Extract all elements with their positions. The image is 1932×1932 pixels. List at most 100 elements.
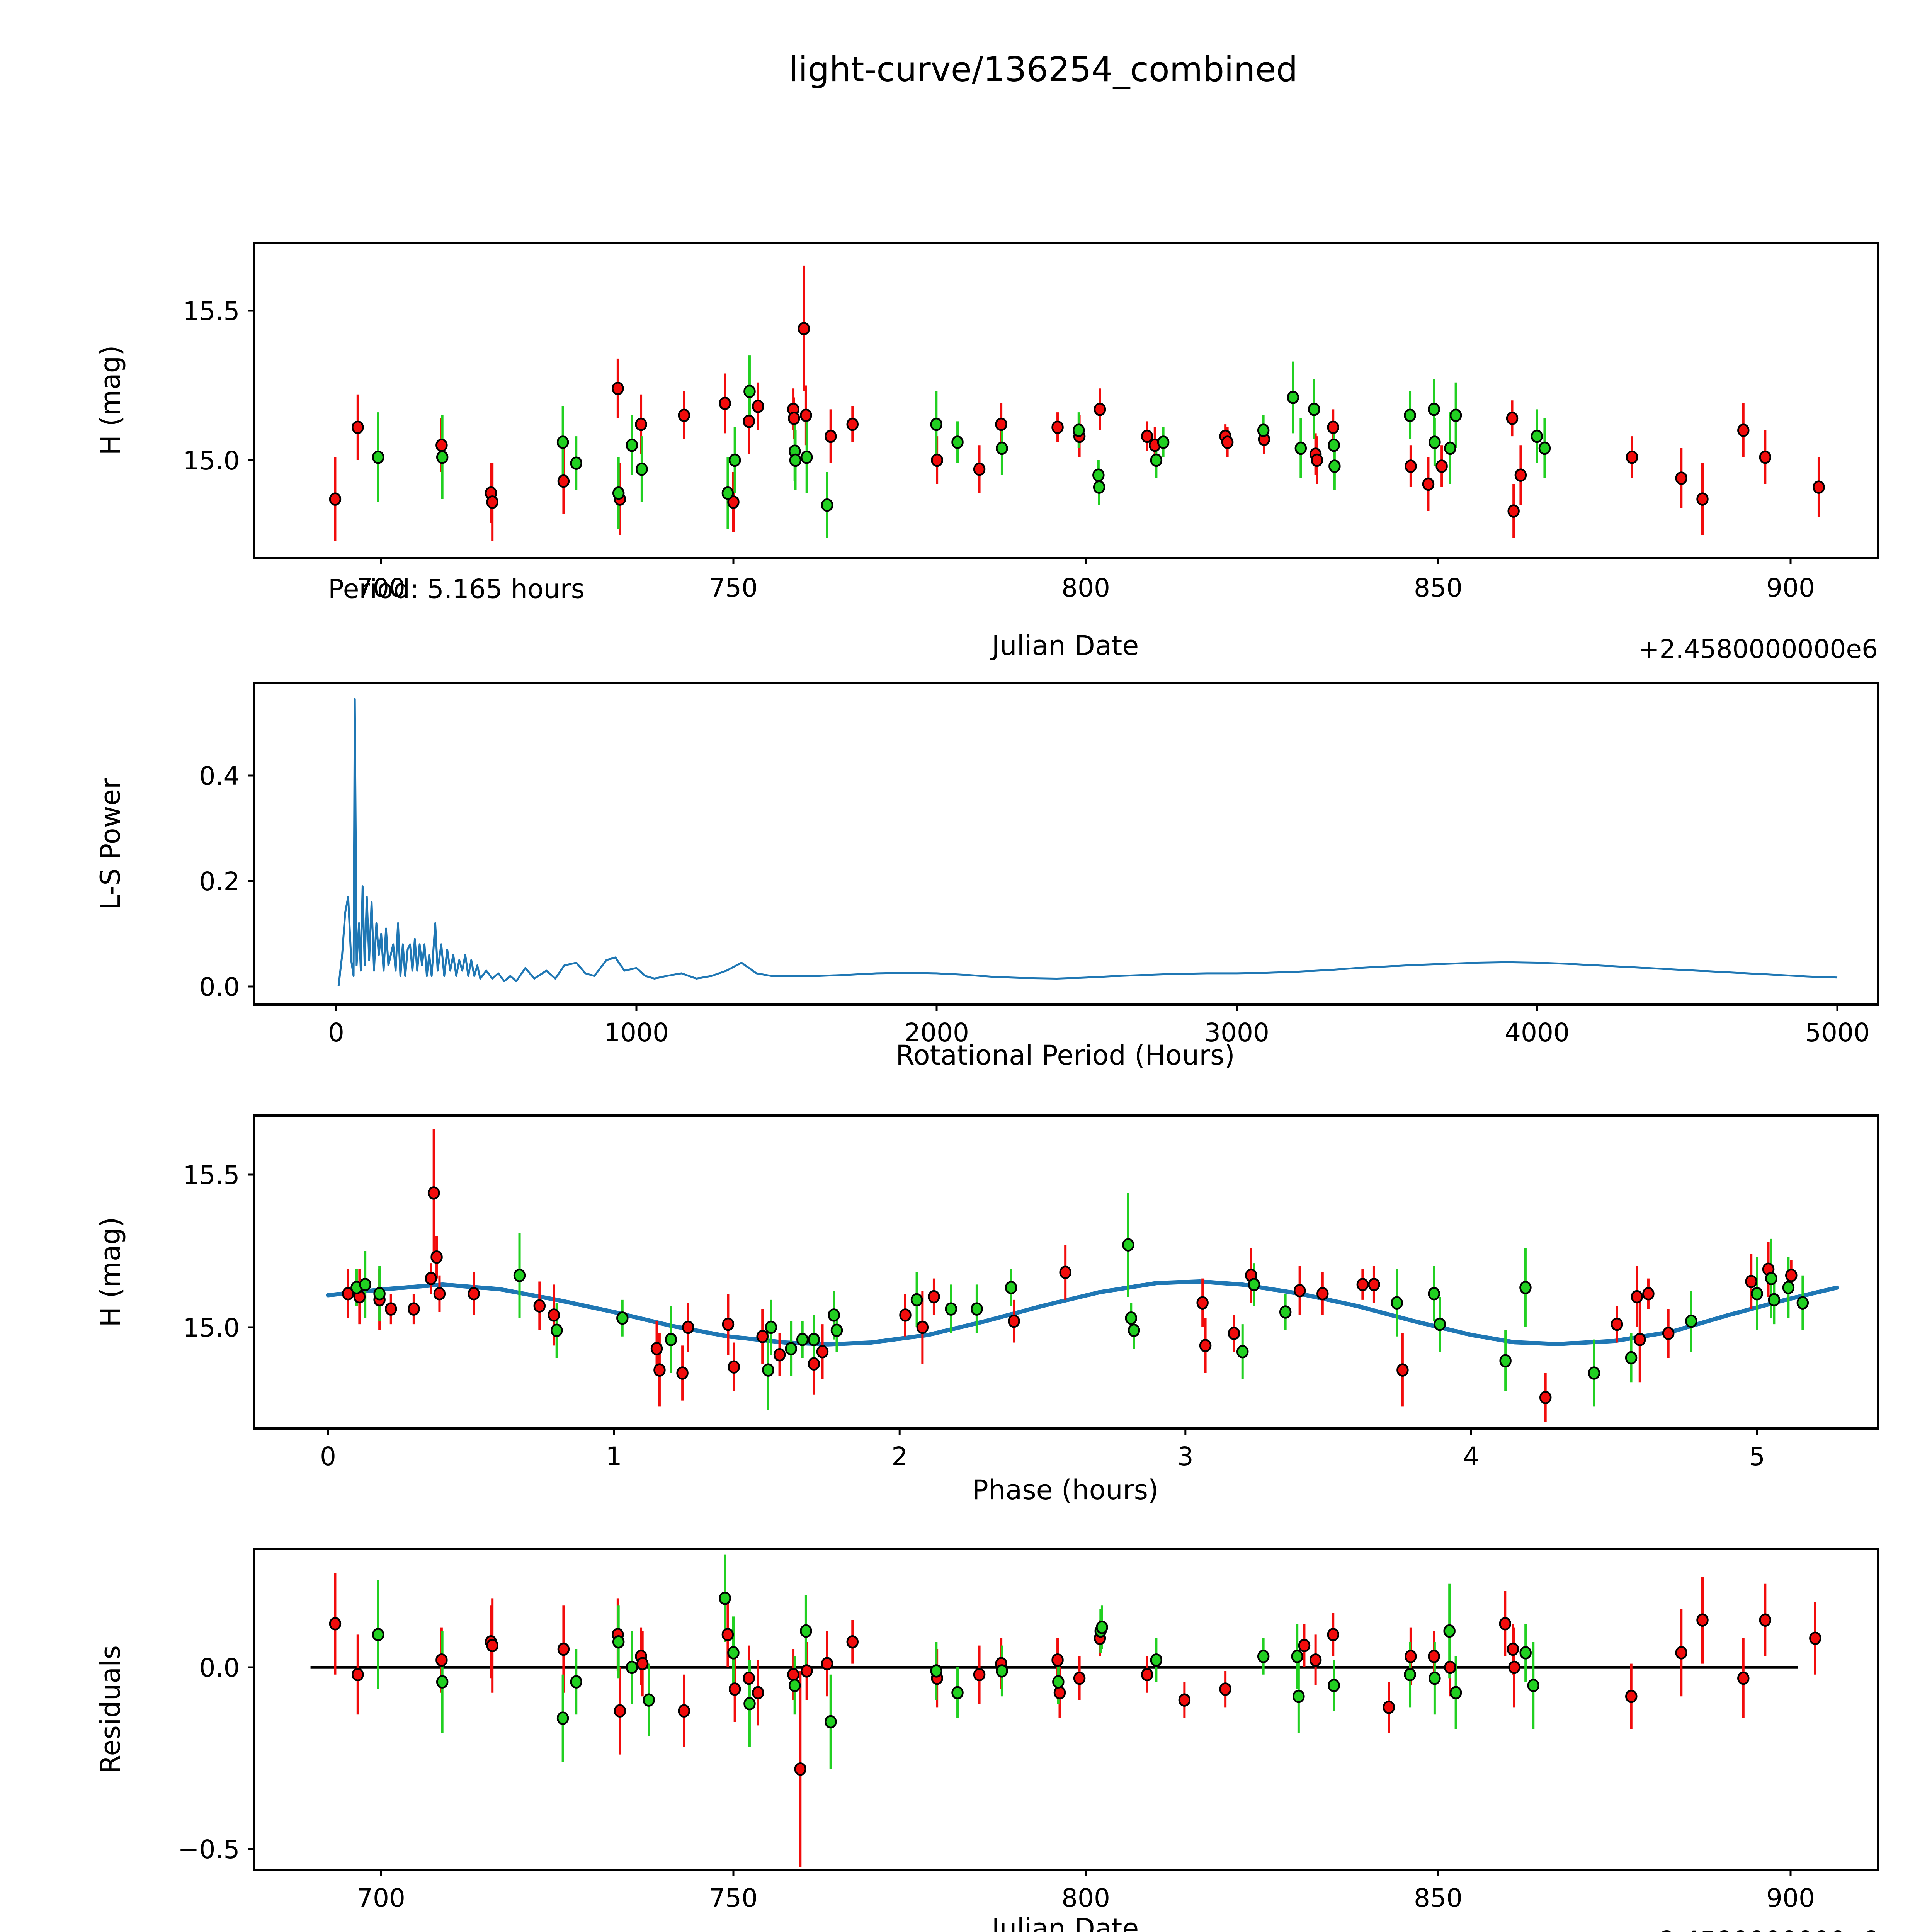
data-points [329, 1592, 1821, 1776]
data-point-green [612, 1635, 625, 1649]
fit-curve [326, 1279, 1839, 1347]
residuals-x-axis-label: Julian Date [990, 1913, 1139, 1932]
x-tick-label: 700 [357, 1883, 405, 1913]
data-point-red [1228, 1327, 1240, 1340]
data-point-red [721, 1628, 734, 1641]
data-point-red [533, 1299, 546, 1313]
data-point-red [352, 420, 364, 434]
data-point-green [1391, 1296, 1403, 1310]
data-point-red [1293, 1284, 1306, 1298]
data-point-green [570, 1675, 582, 1689]
data-point-red [1008, 1314, 1020, 1328]
data-point-green [1765, 1272, 1777, 1285]
y-tick-label: 0.0 [199, 972, 240, 1002]
data-point-red [743, 415, 755, 428]
panel-lightcurve: 700 750 800 850 900 15.5 15.0 H (mag) Period: … [95, 241, 1879, 664]
data-point-green [1404, 408, 1416, 422]
data-point-green [1796, 1296, 1809, 1310]
data-point-green [1128, 1323, 1140, 1337]
periodogram-curve [337, 698, 1838, 986]
x-tick-label: 800 [1061, 573, 1110, 603]
x-tick-label: 4000 [1505, 1018, 1570, 1048]
data-point-green [513, 1269, 526, 1282]
data-point-red [1626, 451, 1638, 464]
data-point-red [1051, 420, 1064, 434]
data-point-green [1444, 441, 1456, 455]
data-point-red [1785, 1269, 1798, 1282]
x-tick-label: 3 [1177, 1442, 1194, 1471]
plot-frame [253, 1114, 1879, 1430]
data-point-red [1196, 1296, 1209, 1310]
data-point-green [1519, 1646, 1532, 1660]
data-point-red [1405, 459, 1417, 473]
data-point-green [1434, 1317, 1446, 1331]
data-point-red [1059, 1265, 1071, 1279]
lightcurve-y-axis-label: H (mag) [95, 345, 126, 455]
data-point-red [800, 408, 812, 422]
data-point-red [1625, 1689, 1638, 1703]
data-point-red [1675, 1646, 1688, 1660]
data-point-green [1157, 435, 1170, 449]
x-tick-label: 1000 [604, 1018, 669, 1048]
data-point-red [486, 1639, 498, 1652]
data-point-red [846, 1635, 859, 1649]
data-point-green [800, 1624, 812, 1638]
error-bars [347, 1129, 1804, 1422]
residuals-axes: 700 750 800 850 900 0.0 −0.5 [178, 1547, 1879, 1913]
data-point-red [743, 1671, 755, 1685]
data-point-green [1279, 1305, 1292, 1319]
data-point-red [676, 1366, 689, 1380]
data-point-green [808, 1333, 820, 1346]
data-point-green [1092, 468, 1105, 482]
data-point-red [1507, 1642, 1519, 1656]
y-tick-label: 0.4 [199, 761, 240, 791]
data-point-red [816, 1345, 829, 1359]
data-point-red [899, 1308, 912, 1322]
data-point-green [796, 1333, 809, 1346]
x-tick-label: 0 [320, 1442, 336, 1471]
data-point-green [1531, 429, 1543, 443]
data-point-red [1642, 1287, 1655, 1301]
data-point-green [1428, 1287, 1440, 1301]
data-point-green [1449, 1686, 1462, 1700]
data-point-red [1051, 1653, 1064, 1667]
data-point-red [1327, 420, 1339, 434]
data-point-green [643, 1693, 655, 1707]
plot-frame [253, 241, 1879, 559]
data-point-red [719, 396, 731, 410]
data-point-green [930, 1664, 943, 1678]
data-point-green [636, 462, 648, 476]
data-point-green [1122, 1238, 1134, 1252]
data-point-red [916, 1320, 929, 1334]
data-point-red [794, 1762, 807, 1776]
data-point-green [550, 1323, 563, 1337]
data-point-red [678, 408, 690, 422]
data-point-green [910, 1293, 923, 1307]
data-point-red [1696, 1613, 1709, 1627]
data-point-green [930, 417, 943, 431]
x-tick-label: 2 [891, 1442, 908, 1471]
data-point-red [995, 417, 1007, 431]
data-point-green [372, 1628, 384, 1641]
data-point-red [1428, 1650, 1440, 1663]
data-point-green [1782, 1281, 1795, 1294]
data-point-red [1311, 453, 1323, 467]
panel-residuals: 700 750 800 850 900 0.0 −0.5 Residuals Julian … [95, 1547, 1879, 1932]
data-point-green [1588, 1366, 1600, 1380]
data-point-green [1328, 1679, 1340, 1692]
plot-frame [253, 1547, 1879, 1871]
periodogram-x-axis-label: Rotational Period (Hours) [896, 1039, 1235, 1071]
data-point-green [789, 453, 802, 467]
data-point-green [1308, 403, 1320, 416]
data-point-red [427, 1186, 440, 1200]
x-tick-label: 1 [606, 1442, 622, 1471]
data-point-green [556, 1711, 569, 1725]
data-point-red [824, 429, 837, 443]
data-point-green [996, 1664, 1008, 1678]
y-tick-label: 15.5 [183, 1160, 240, 1190]
data-point-green [727, 1646, 740, 1660]
lightcurve-x-offset-text: +2.4580000000e6 [1638, 634, 1878, 664]
data-point-green [1328, 459, 1341, 473]
data-point-red [352, 1668, 364, 1682]
